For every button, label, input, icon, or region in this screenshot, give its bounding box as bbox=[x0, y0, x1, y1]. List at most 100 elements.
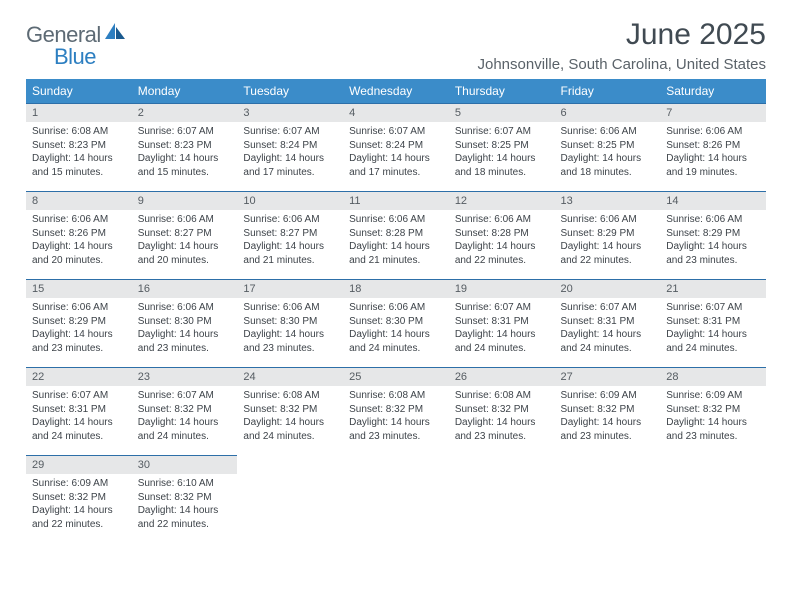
day-number: 13 bbox=[555, 192, 661, 210]
calendar-day: 7Sunrise: 6:06 AMSunset: 8:26 PMDaylight… bbox=[660, 104, 766, 190]
sunset-line: Sunset: 8:32 PM bbox=[243, 403, 337, 417]
sunset-line: Sunset: 8:32 PM bbox=[666, 403, 760, 417]
calendar-day: 27Sunrise: 6:09 AMSunset: 8:32 PMDayligh… bbox=[555, 368, 661, 454]
sunrise-line: Sunrise: 6:06 AM bbox=[243, 301, 337, 315]
daylight-line: Daylight: 14 hours and 23 minutes. bbox=[666, 416, 760, 443]
sunrise-line: Sunrise: 6:08 AM bbox=[243, 389, 337, 403]
sunrise-line: Sunrise: 6:06 AM bbox=[138, 213, 232, 227]
page-subtitle: Johnsonville, South Carolina, United Sta… bbox=[477, 56, 766, 73]
calendar-day: 20Sunrise: 6:07 AMSunset: 8:31 PMDayligh… bbox=[555, 280, 661, 366]
sunrise-line: Sunrise: 6:06 AM bbox=[138, 301, 232, 315]
calendar-day: 1Sunrise: 6:08 AMSunset: 8:23 PMDaylight… bbox=[26, 104, 132, 190]
daylight-line: Daylight: 14 hours and 22 minutes. bbox=[561, 240, 655, 267]
sunrise-line: Sunrise: 6:08 AM bbox=[32, 125, 126, 139]
calendar-day: 10Sunrise: 6:06 AMSunset: 8:27 PMDayligh… bbox=[237, 192, 343, 278]
calendar-week: 29Sunrise: 6:09 AMSunset: 8:32 PMDayligh… bbox=[26, 456, 766, 542]
calendar-day: 13 Sunrise: 6:06 AMSunset: 8:29 PMDayligh… bbox=[555, 192, 661, 278]
calendar-day: 14Sunrise: 6:06 AMSunset: 8:29 PMDayligh… bbox=[660, 192, 766, 278]
day-details: Sunrise: 6:06 AMSunset: 8:30 PMDaylight:… bbox=[132, 298, 238, 359]
calendar-day: 23Sunrise: 6:07 AMSunset: 8:32 PMDayligh… bbox=[132, 368, 238, 454]
day-number: 12 bbox=[449, 192, 555, 210]
daylight-line: Daylight: 14 hours and 23 minutes. bbox=[138, 328, 232, 355]
day-details: Sunrise: 6:06 AMSunset: 8:30 PMDaylight:… bbox=[237, 298, 343, 359]
day-number: 2 bbox=[132, 104, 238, 122]
sunset-line: Sunset: 8:30 PM bbox=[349, 315, 443, 329]
weekday-header: Monday bbox=[132, 79, 238, 104]
weekday-header: Tuesday bbox=[237, 79, 343, 104]
sunset-line: Sunset: 8:32 PM bbox=[455, 403, 549, 417]
calendar-day-empty bbox=[555, 456, 661, 542]
day-details: Sunrise: 6:06 AMSunset: 8:26 PMDaylight:… bbox=[26, 210, 132, 271]
day-details: Sunrise: 6:07 AMSunset: 8:31 PMDaylight:… bbox=[26, 386, 132, 447]
day-details: Sunrise: 6:08 AMSunset: 8:32 PMDaylight:… bbox=[449, 386, 555, 447]
title-block: June 2025 Johnsonville, South Carolina, … bbox=[477, 18, 766, 73]
calendar-day: 11Sunrise: 6:06 AMSunset: 8:28 PMDayligh… bbox=[343, 192, 449, 278]
sunrise-line: Sunrise: 6:06 AM bbox=[561, 213, 655, 227]
sunrise-line: Sunrise: 6:06 AM bbox=[32, 301, 126, 315]
calendar-table: SundayMondayTuesdayWednesdayThursdayFrid… bbox=[26, 79, 766, 542]
day-details: Sunrise: 6:09 AMSunset: 8:32 PMDaylight:… bbox=[555, 386, 661, 447]
daylight-line: Daylight: 14 hours and 19 minutes. bbox=[666, 152, 760, 179]
calendar-day: 26Sunrise: 6:08 AMSunset: 8:32 PMDayligh… bbox=[449, 368, 555, 454]
day-number: 6 bbox=[555, 104, 661, 122]
day-number: 15 bbox=[26, 280, 132, 298]
day-details: Sunrise: 6:08 AMSunset: 8:23 PMDaylight:… bbox=[26, 122, 132, 183]
calendar-head: SundayMondayTuesdayWednesdayThursdayFrid… bbox=[26, 79, 766, 104]
day-details: Sunrise: 6:07 AMSunset: 8:24 PMDaylight:… bbox=[237, 122, 343, 183]
sunrise-line: Sunrise: 6:07 AM bbox=[138, 125, 232, 139]
day-number: 9 bbox=[132, 192, 238, 210]
day-number: 7 bbox=[660, 104, 766, 122]
sunset-line: Sunset: 8:32 PM bbox=[32, 491, 126, 505]
day-number: 14 bbox=[660, 192, 766, 210]
day-number: 3 bbox=[237, 104, 343, 122]
sunrise-line: Sunrise: 6:10 AM bbox=[138, 477, 232, 491]
weekday-header: Sunday bbox=[26, 79, 132, 104]
sunset-line: Sunset: 8:28 PM bbox=[349, 227, 443, 241]
daylight-line: Daylight: 14 hours and 23 minutes. bbox=[455, 416, 549, 443]
day-number: 10 bbox=[237, 192, 343, 210]
calendar-day: 15Sunrise: 6:06 AMSunset: 8:29 PMDayligh… bbox=[26, 280, 132, 366]
calendar-day: 16Sunrise: 6:06 AMSunset: 8:30 PMDayligh… bbox=[132, 280, 238, 366]
day-details: Sunrise: 6:06 AMSunset: 8:28 PMDaylight:… bbox=[449, 210, 555, 271]
day-details: Sunrise: 6:10 AMSunset: 8:32 PMDaylight:… bbox=[132, 474, 238, 535]
sunset-line: Sunset: 8:23 PM bbox=[138, 139, 232, 153]
sunset-line: Sunset: 8:29 PM bbox=[32, 315, 126, 329]
sunset-line: Sunset: 8:25 PM bbox=[455, 139, 549, 153]
calendar-day: 3Sunrise: 6:07 AMSunset: 8:24 PMDaylight… bbox=[237, 104, 343, 190]
calendar-week: 8Sunrise: 6:06 AMSunset: 8:26 PMDaylight… bbox=[26, 192, 766, 278]
day-number: 8 bbox=[26, 192, 132, 210]
day-number: 22 bbox=[26, 368, 132, 386]
calendar-day: 24Sunrise: 6:08 AMSunset: 8:32 PMDayligh… bbox=[237, 368, 343, 454]
calendar-day: 29Sunrise: 6:09 AMSunset: 8:32 PMDayligh… bbox=[26, 456, 132, 542]
sunset-line: Sunset: 8:27 PM bbox=[243, 227, 337, 241]
sunset-line: Sunset: 8:28 PM bbox=[455, 227, 549, 241]
sunset-line: Sunset: 8:26 PM bbox=[666, 139, 760, 153]
logo: General Blue bbox=[26, 22, 125, 48]
sunrise-line: Sunrise: 6:06 AM bbox=[243, 213, 337, 227]
day-details: Sunrise: 6:07 AMSunset: 8:31 PMDaylight:… bbox=[660, 298, 766, 359]
daylight-line: Daylight: 14 hours and 24 minutes. bbox=[666, 328, 760, 355]
day-number: 27 bbox=[555, 368, 661, 386]
sunset-line: Sunset: 8:29 PM bbox=[561, 227, 655, 241]
calendar-day-empty bbox=[237, 456, 343, 542]
daylight-line: Daylight: 14 hours and 23 minutes. bbox=[243, 328, 337, 355]
sunrise-line: Sunrise: 6:09 AM bbox=[32, 477, 126, 491]
sunrise-line: Sunrise: 6:09 AM bbox=[666, 389, 760, 403]
sunrise-line: Sunrise: 6:09 AM bbox=[561, 389, 655, 403]
day-details: Sunrise: 6:06 AMSunset: 8:29 PMDaylight:… bbox=[26, 298, 132, 359]
day-number: 11 bbox=[343, 192, 449, 210]
sunrise-line: Sunrise: 6:08 AM bbox=[349, 389, 443, 403]
daylight-line: Daylight: 14 hours and 24 minutes. bbox=[138, 416, 232, 443]
calendar-body: 1Sunrise: 6:08 AMSunset: 8:23 PMDaylight… bbox=[26, 104, 766, 542]
day-number: 20 bbox=[555, 280, 661, 298]
day-details: Sunrise: 6:06 AMSunset: 8:26 PMDaylight:… bbox=[660, 122, 766, 183]
sunset-line: Sunset: 8:23 PM bbox=[32, 139, 126, 153]
calendar-week: 15Sunrise: 6:06 AMSunset: 8:29 PMDayligh… bbox=[26, 280, 766, 366]
day-details: Sunrise: 6:06 AMSunset: 8:27 PMDaylight:… bbox=[132, 210, 238, 271]
daylight-line: Daylight: 14 hours and 23 minutes. bbox=[32, 328, 126, 355]
day-number: 21 bbox=[660, 280, 766, 298]
daylight-line: Daylight: 14 hours and 23 minutes. bbox=[561, 416, 655, 443]
day-number: 18 bbox=[343, 280, 449, 298]
calendar-day: 18Sunrise: 6:06 AMSunset: 8:30 PMDayligh… bbox=[343, 280, 449, 366]
daylight-line: Daylight: 14 hours and 22 minutes. bbox=[138, 504, 232, 531]
